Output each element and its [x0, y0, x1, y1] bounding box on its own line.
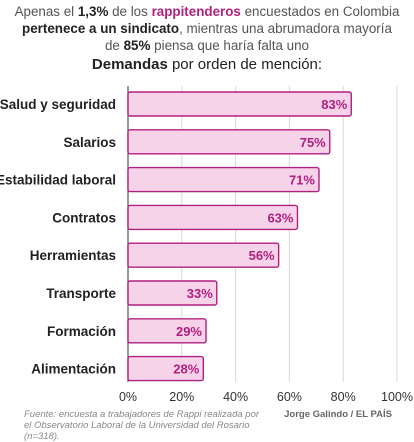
headline-text-1: Apenas el — [14, 4, 78, 19]
category-label-2: Estabilidad laboral — [0, 173, 116, 188]
headline-text-2: de los — [108, 4, 152, 19]
headline-text-3: encuestados en Colombia — [240, 4, 400, 19]
bar-1 — [127, 129, 331, 155]
tick-label-40: 40% — [223, 390, 248, 404]
category-label-1: Salarios — [63, 135, 116, 150]
value-label-6: 29% — [176, 324, 202, 339]
tick-label-100: 100% — [381, 390, 413, 404]
value-label-1: 75% — [300, 135, 326, 150]
headline-text-5: , mientras una abrumadora mayoría — [179, 21, 392, 36]
headline-text-6: de — [104, 38, 124, 53]
bar-6 — [127, 318, 207, 344]
category-label-4: Herramientas — [30, 248, 116, 263]
category-label-3: Contratos — [52, 210, 116, 225]
value-label-0: 83% — [321, 97, 347, 112]
chart-subtitle: Demandas por orden de mención: — [0, 56, 414, 73]
headline-text-7: piensa que haría falta uno — [150, 38, 309, 53]
bar-4 — [127, 242, 280, 268]
headline-rappitenderos: rappitenderos — [151, 4, 241, 19]
category-label-5: Transporte — [46, 286, 116, 301]
headline-pct-85: 85% — [123, 38, 151, 53]
value-label-3: 63% — [267, 210, 293, 225]
tick-label-60: 60% — [277, 390, 302, 404]
tick-label-20: 20% — [169, 390, 194, 404]
headline: Apenas el 1,3% de los rappitenderos encu… — [0, 3, 414, 54]
credit: Jorge Galindo / EL PAÍS — [284, 409, 392, 420]
category-label-0: Salud y seguridad — [0, 97, 116, 112]
bar-3 — [127, 204, 299, 231]
bar-0 — [127, 91, 352, 117]
value-label-2: 71% — [289, 173, 315, 188]
source-note: Fuente: encuesta a trabajadores de Rappi… — [24, 409, 260, 442]
headline-union-phrase: pertenece a un sindicato — [22, 21, 180, 36]
subtitle-rest: por orden de mención: — [167, 56, 323, 73]
category-label-6: Formación — [47, 324, 116, 339]
value-label-4: 56% — [249, 248, 275, 263]
tick-label-80: 80% — [331, 390, 356, 404]
bar-7 — [127, 355, 205, 382]
headline-pct-union: 1,3% — [77, 4, 109, 19]
value-label-5: 33% — [187, 286, 213, 301]
bar-2 — [127, 166, 320, 193]
subtitle-bold: Demandas — [91, 56, 168, 73]
category-label-7: Alimentación — [31, 362, 116, 377]
tick-label-0: 0% — [119, 390, 137, 404]
bar-5 — [127, 280, 218, 306]
value-label-7: 28% — [173, 362, 199, 377]
